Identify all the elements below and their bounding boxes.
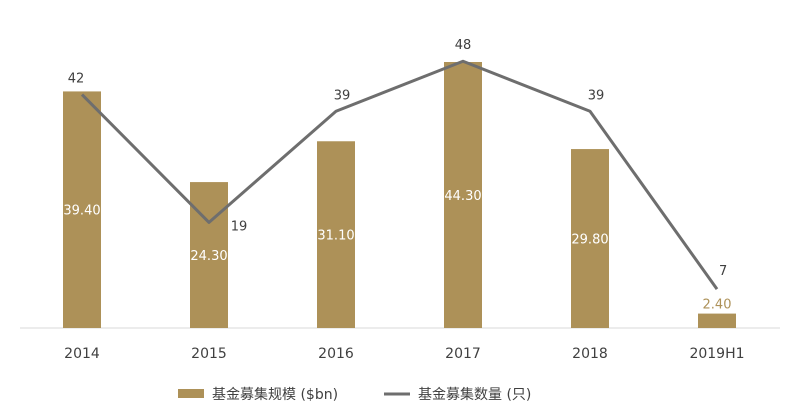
legend-label-line: 基金募集数量 (只): [418, 386, 531, 403]
bar-label-2016: 31.10: [317, 229, 354, 244]
bar-label-2015: 24.30: [190, 249, 227, 264]
line-label-2016: 39: [334, 88, 351, 103]
x-tick-2019H1: 2019H1: [689, 346, 744, 362]
bar-2018: [571, 149, 609, 328]
bar-label-2014: 39.40: [63, 204, 100, 219]
line-label-2015: 19: [231, 219, 248, 234]
x-tick-2014: 2014: [64, 346, 100, 362]
line-label-2018: 39: [588, 88, 605, 103]
line-label-2014: 42: [68, 72, 85, 87]
line-label-2019H1: 7: [719, 264, 727, 279]
x-tick-2018: 2018: [572, 346, 608, 362]
bar-2016: [317, 141, 355, 328]
bar-label-2017: 44.30: [444, 189, 481, 204]
bar-2019H1: [698, 313, 736, 328]
x-tick-2017: 2017: [445, 346, 481, 362]
bar-series: [63, 62, 736, 328]
bar-label-2019H1: 2.40: [703, 298, 732, 313]
line-path: [80, 59, 719, 290]
x-tick-2016: 2016: [318, 346, 354, 362]
bar-2014: [63, 91, 101, 328]
legend: 基金募集规模 ($bn) 基金募集数量 (只): [178, 386, 531, 403]
bar-data-labels: 39.40 24.30 31.10 44.30 29.80 2.40: [63, 189, 731, 313]
line-series: [80, 59, 719, 290]
x-tick-2015: 2015: [191, 346, 227, 362]
bar-label-2018: 29.80: [571, 233, 608, 248]
line-label-2017: 48: [455, 38, 472, 53]
bar-2017: [444, 62, 482, 328]
bar-2015: [190, 182, 228, 328]
legend-label-bar: 基金募集规模 ($bn): [212, 386, 338, 403]
legend-swatch-bar: [178, 389, 204, 398]
x-axis-tick-labels: 2014 2015 2016 2017 2018 2019H1: [64, 346, 744, 362]
line-data-labels: 42 19 39 48 39 7: [68, 38, 728, 279]
